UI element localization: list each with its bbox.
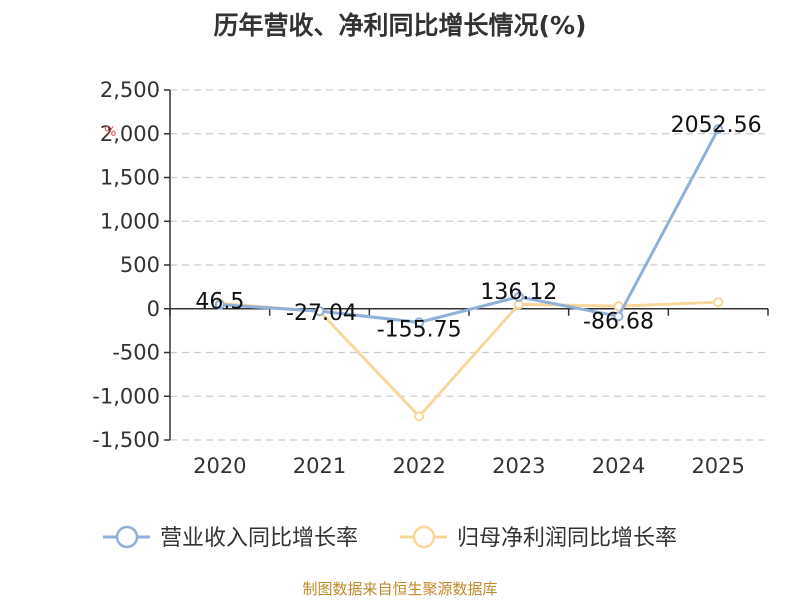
y-tick-label: 1,000 [100, 209, 160, 233]
chart-title: 历年营收、净利同比增长情况(%) [213, 11, 587, 40]
data-label: -155.75 [377, 317, 462, 342]
y-axis-unit: % [104, 125, 116, 140]
x-tick-label: 2023 [492, 454, 545, 478]
x-tick-label: 2025 [691, 454, 744, 478]
x-tick-label: 2020 [193, 454, 246, 478]
y-tick-label: 500 [120, 253, 160, 277]
x-tick-label: 2024 [592, 454, 645, 478]
axes: -1,500 -1,000 -500 0 500 1,000 1,500 2,000 2,500… [92, 78, 769, 478]
y-tick-label: 0 [147, 297, 160, 321]
data-label: 46.5 [195, 290, 244, 315]
series-1-point [513, 291, 524, 302]
data-label: -27.04 [286, 301, 357, 326]
series-1-point [314, 306, 325, 317]
data-label: 136.12 [480, 280, 557, 305]
series-1-point [214, 299, 225, 310]
series-1-point [613, 311, 624, 322]
y-tick-label: -1,500 [92, 428, 160, 452]
series-2-point [713, 297, 724, 308]
source-footer: 制图数据来自恒生聚源数据库 [302, 580, 498, 598]
legend-label: 归母净利润同比增长率 [457, 526, 677, 551]
x-tick-label: 2022 [392, 454, 445, 478]
y-tick-label: 1,500 [100, 166, 160, 190]
legend-item-2: 归母净利润同比增长率 [400, 525, 677, 551]
grid-lines [170, 89, 768, 441]
series-1-point [414, 317, 425, 328]
data-label: -86.68 [583, 309, 654, 334]
legend-marker [115, 525, 139, 549]
legend: 营业收入同比增长率 归母净利润同比增长率 [103, 525, 677, 551]
y-tick-label: -500 [112, 341, 160, 365]
data-label: 2052.56 [671, 113, 762, 138]
series-line-1 [218, 127, 720, 324]
y-tick-label: 2,500 [100, 78, 160, 102]
legend-marker [412, 525, 436, 549]
y-tick-label: -1,000 [92, 384, 160, 408]
series-1-point [713, 124, 724, 135]
series-2-point [414, 411, 425, 422]
series-lines [214, 124, 724, 422]
data-labels: 46.5 -27.04 -155.75 136.12 -86.68 2052.56 [195, 113, 761, 342]
legend-item-1: 营业收入同比增长率 [103, 525, 358, 551]
legend-label: 营业收入同比增长率 [160, 526, 358, 551]
y-tick-label: 2,000 [100, 122, 160, 146]
x-tick-label: 2021 [293, 454, 346, 478]
